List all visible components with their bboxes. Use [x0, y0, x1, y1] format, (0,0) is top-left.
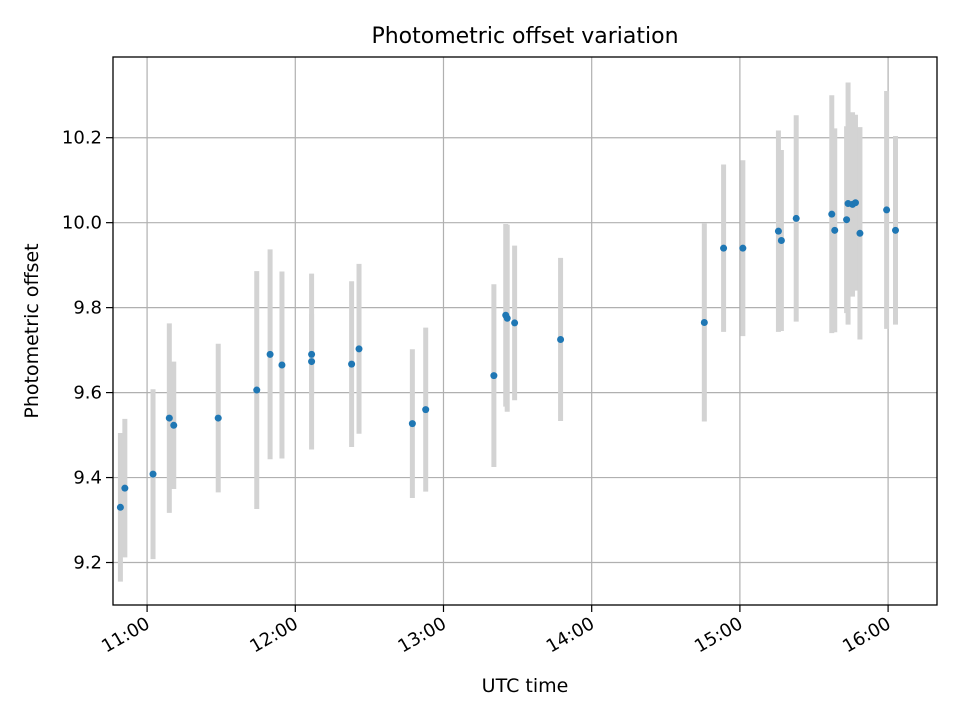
data-point — [348, 360, 356, 368]
data-point — [214, 414, 222, 422]
data-point — [149, 470, 157, 478]
data-point — [253, 386, 261, 394]
data-points — [116, 199, 900, 511]
error-bars — [117, 82, 899, 582]
data-point — [170, 421, 178, 429]
y-tick-label: 9.6 — [73, 383, 102, 404]
data-point — [408, 420, 416, 428]
data-point — [308, 350, 316, 358]
data-point — [503, 314, 511, 322]
x-tick-label: 13:00 — [395, 613, 450, 657]
data-point — [777, 237, 785, 245]
data-point — [557, 335, 565, 343]
x-tick-label: 15:00 — [691, 613, 746, 657]
x-axis-label: UTC time — [482, 675, 569, 697]
y-tick-label: 10.2 — [62, 128, 102, 149]
y-tick-label: 9.2 — [73, 553, 102, 574]
plot-frame — [112, 56, 938, 606]
data-point — [883, 206, 891, 214]
y-tick-label: 9.4 — [73, 468, 102, 489]
x-tick-label: 12:00 — [246, 613, 301, 657]
data-point — [700, 319, 708, 327]
data-point — [856, 229, 864, 237]
data-point — [720, 244, 728, 252]
data-point — [490, 372, 498, 380]
data-point — [511, 319, 519, 327]
grid — [113, 57, 937, 605]
y-tick-label: 9.8 — [73, 298, 102, 319]
data-point — [774, 227, 782, 235]
data-point — [355, 345, 363, 353]
y-axis: 9.2 9.4 9.6 9.8 10.0 10.2 — [62, 128, 113, 574]
data-point — [739, 244, 747, 252]
data-point — [422, 406, 430, 414]
data-point — [792, 214, 800, 222]
data-point — [828, 210, 836, 218]
data-point — [278, 361, 286, 369]
x-axis: 11:00 12:00 13:00 14:00 15:00 16:00 — [98, 605, 895, 657]
data-point — [165, 414, 173, 422]
data-point — [892, 226, 900, 234]
x-tick-label: 16:00 — [839, 613, 894, 657]
data-point — [121, 484, 129, 492]
chart-title: Photometric offset variation — [371, 24, 678, 49]
x-tick-label: 14:00 — [543, 613, 598, 657]
data-point — [843, 216, 851, 224]
data-point — [308, 358, 316, 366]
y-axis-label: Photometric offset — [21, 243, 43, 418]
data-point — [266, 350, 274, 358]
data-point — [831, 226, 839, 234]
data-point — [851, 199, 859, 207]
data-point — [116, 503, 124, 511]
y-tick-label: 10.0 — [62, 213, 102, 234]
x-tick-label: 11:00 — [98, 613, 153, 657]
